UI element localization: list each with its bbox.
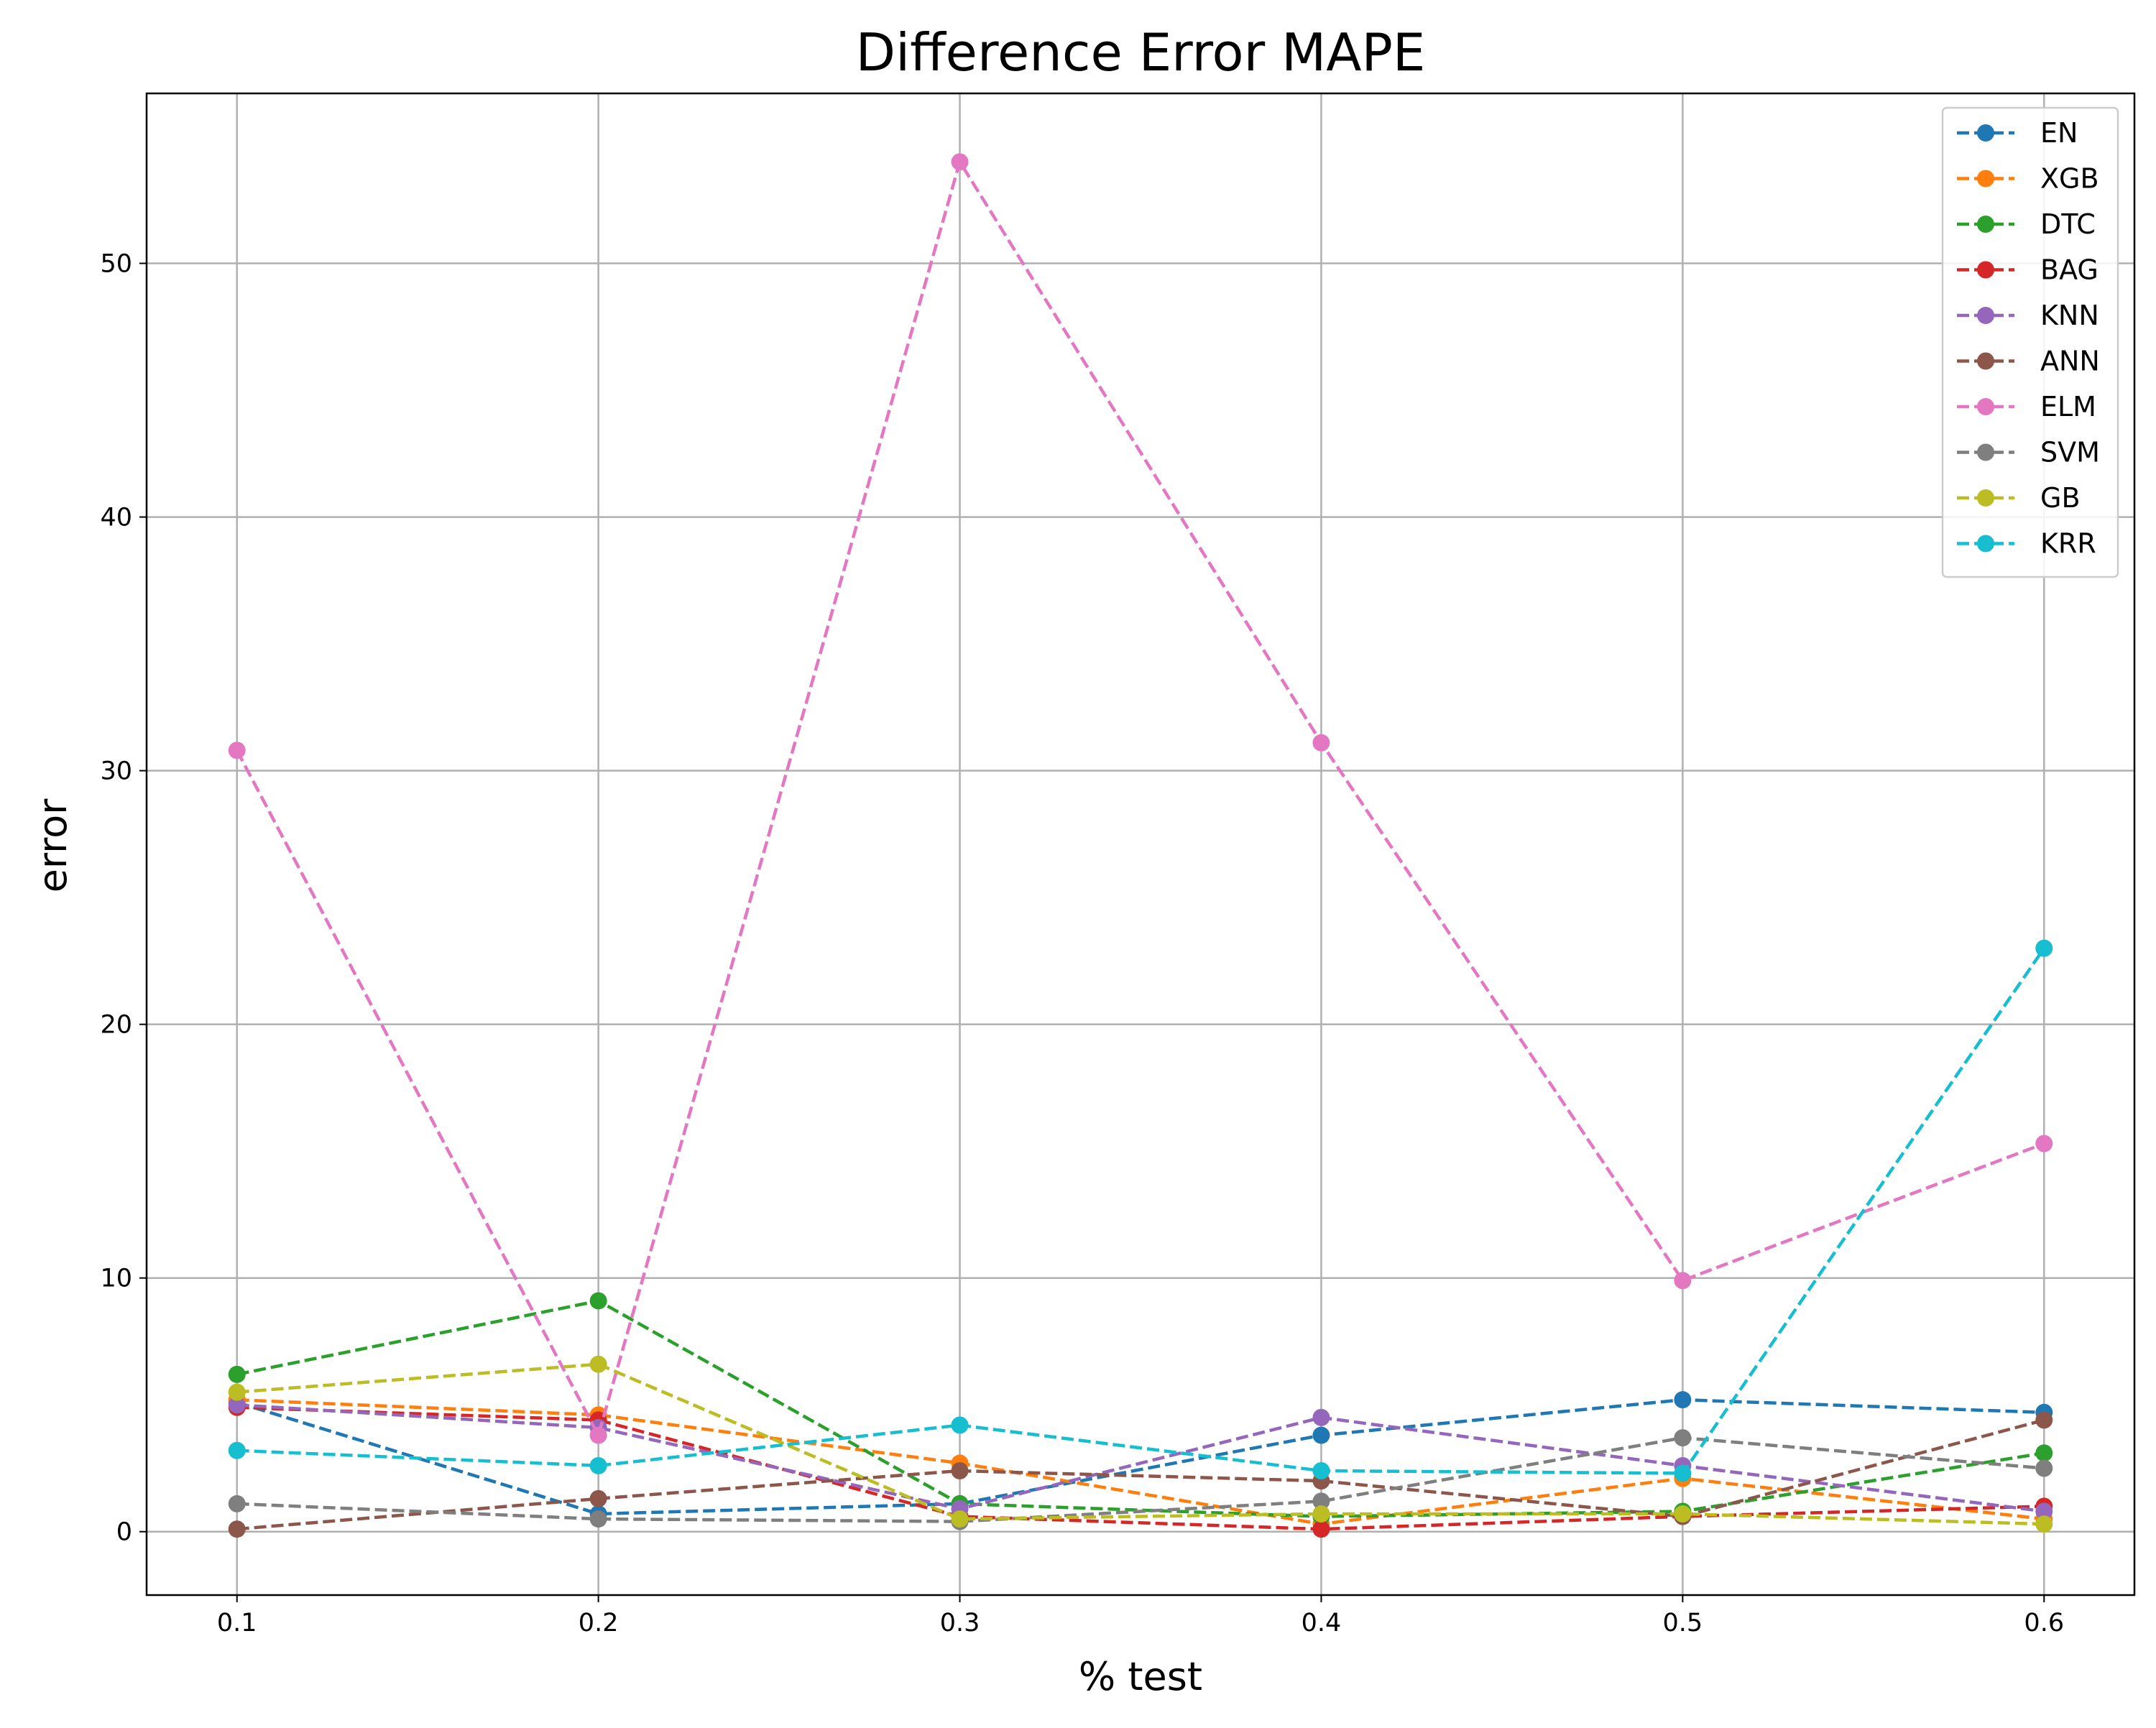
x-tick-label: 0.2 [579,1609,619,1637]
data-point [2035,1515,2053,1533]
legend-item: GB [1957,482,2081,514]
series-line [236,1436,2045,1523]
y-tick-label: 20 [100,1011,132,1040]
data-point [589,1355,607,1373]
y-tick-label: 30 [100,757,132,786]
data-point [951,1510,969,1528]
data-point [951,1416,969,1434]
data-point [228,1396,246,1414]
series-line [236,947,2046,1475]
legend-item: SVM [1957,437,2100,468]
legend-swatch-marker [1977,443,1994,461]
y-tick-label: 40 [100,504,132,532]
data-point [1312,734,1330,752]
chart-title: Difference Error MAPE [856,22,1426,83]
data-point [1674,1464,1692,1482]
data-point [228,1365,246,1383]
legend-label: KNN [2040,300,2099,331]
legend-swatch-marker [1977,489,1994,507]
series-line [236,1397,2045,1526]
data-point [228,741,246,759]
data-point [589,1292,607,1310]
legend-label: ELM [2040,391,2096,422]
series-line [236,1403,2045,1513]
x-tick-label: 0.5 [1663,1609,1703,1637]
data-point [228,1383,246,1401]
series-elm [228,153,2053,1444]
legend-label: XGB [2040,163,2099,195]
legend-label: SVM [2040,437,2100,468]
legend-item: DTC [1957,208,2096,240]
x-tick-label: 0.1 [217,1609,257,1637]
legend-label: GB [2040,482,2081,514]
legend-item: ELM [1957,391,2096,422]
series-line [236,1397,2045,1516]
data-point [589,1456,607,1474]
data-point [1674,1391,1692,1409]
legend-swatch-marker [1977,170,1994,188]
data-point [228,1494,246,1512]
data-point [2035,939,2053,957]
data-point [1674,1429,1692,1447]
legend-label: DTC [2040,208,2096,240]
data-point [228,1441,246,1459]
data-point [2035,1502,2053,1520]
y-tick-label: 10 [100,1265,132,1293]
x-tick-label: 0.4 [1302,1609,1342,1637]
data-point [2035,1135,2053,1152]
x-tick-label: 0.3 [940,1609,980,1637]
legend-item: ANN [1957,346,2100,377]
legend: EN XGB DTC BAG KNN ANN ELM SVM GB KRR [1941,106,2119,578]
y-tick-label: 50 [100,250,132,279]
data-point [228,1520,246,1538]
series-gb [228,1355,2053,1533]
x-axis-title: % test [1079,1654,1202,1699]
data-point [1312,1505,1330,1523]
legend-item: KRR [1957,528,2096,560]
x-tick-label: 0.6 [2024,1609,2064,1637]
legend-label: BAG [2040,254,2099,286]
series-krr [228,939,2053,1482]
legend-label: KRR [2040,528,2096,560]
legend-item: EN [1957,117,2078,149]
legend-swatch-marker [1977,124,1994,142]
data-point [2035,1411,2053,1429]
legend-swatch-marker [1977,398,1994,415]
legend-swatch-marker [1977,261,1994,279]
series-line [236,1362,2045,1526]
series-line [236,1418,2045,1531]
data-point [1674,1505,1692,1523]
data-point [1312,1408,1330,1426]
legend-swatch-marker [1977,307,1994,324]
data-point [1674,1272,1692,1290]
y-axis-title: error [30,798,75,893]
legend-swatch-marker [1977,535,1994,553]
data-point [951,153,969,171]
data-point [589,1489,607,1507]
series-line [235,157,2045,1440]
data-point [1312,1462,1330,1480]
legend-label: ANN [2040,346,2100,377]
data-point [1312,1520,1330,1538]
legend-item: KNN [1957,300,2099,331]
legend-label: EN [2040,117,2078,149]
y-axis-ticks: 0 10 20 30 40 50 [100,250,147,1547]
data-point [1312,1426,1330,1444]
data-point [951,1462,969,1480]
data-point [1312,1492,1330,1510]
data-point [2035,1444,2053,1462]
data-point [2035,1459,2053,1477]
data-point [589,1510,607,1528]
series-layer [228,153,2053,1538]
legend-item: BAG [1957,254,2099,286]
plot-frame [145,92,2136,1597]
legend-swatch-marker [1977,216,1994,233]
y-tick-label: 0 [116,1518,132,1547]
data-point [589,1426,607,1444]
legend-item: XGB [1957,163,2099,195]
legend-swatch-marker [1977,352,1994,370]
x-axis-ticks: 0.1 0.2 0.3 0.4 0.5 0.6 [217,1595,2064,1637]
